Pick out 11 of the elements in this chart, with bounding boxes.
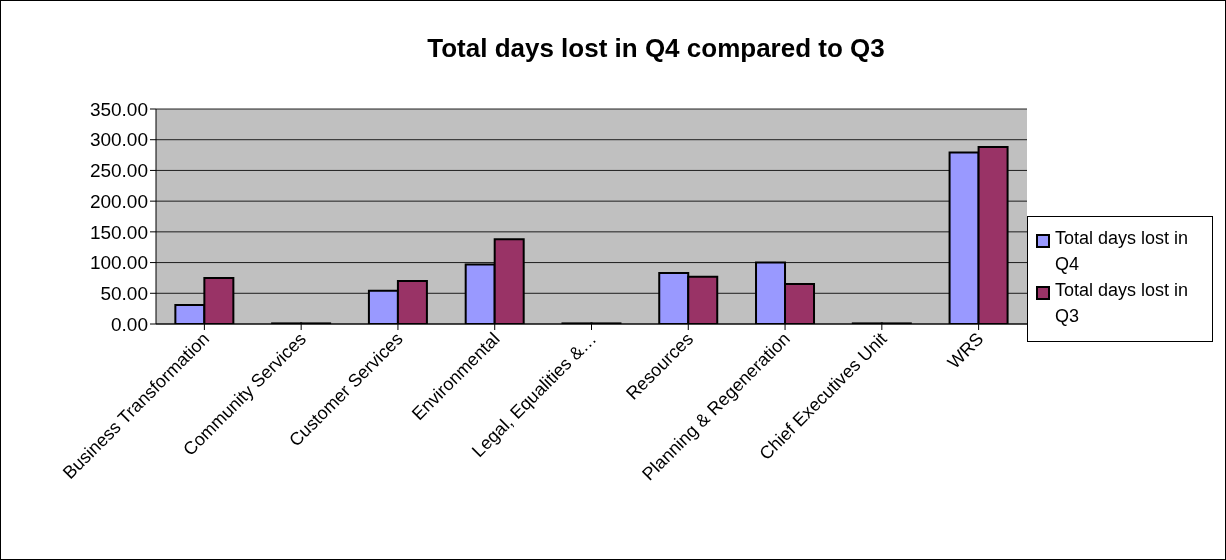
legend-label: Total days lost in Q3 [1055,279,1190,328]
chart-title: Total days lost in Q4 compared to Q3 [426,33,886,64]
y-tick-label: 350.00 [89,98,148,120]
y-tick-label: 200.00 [89,190,148,212]
y-tick-label: 150.00 [89,221,148,243]
y-tick-label: 100.00 [89,252,148,274]
legend-label: Total days lost in Q4 [1055,227,1190,276]
y-tick-label: 50.00 [100,283,148,305]
y-tick-label: 250.00 [89,160,148,182]
y-tick-label: 300.00 [89,129,148,151]
y-tick-label: 0.00 [111,313,148,335]
